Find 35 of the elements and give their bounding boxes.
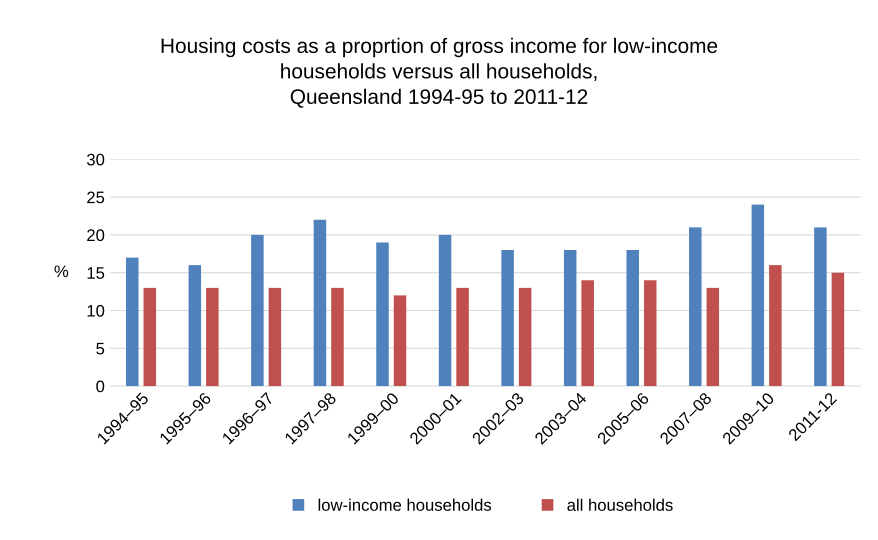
y-tick-label: 20 (87, 229, 104, 242)
bar (394, 295, 406, 386)
bar (752, 204, 764, 386)
y-tick-label: 10 (88, 304, 104, 317)
y-tick-label: 30 (86, 154, 104, 166)
y-tick-label: 0 (96, 380, 104, 392)
bar (251, 234, 264, 386)
bar (456, 288, 469, 386)
bar (564, 250, 576, 386)
bar (626, 250, 639, 386)
bar (376, 242, 389, 386)
chart-title: Housing costs as a proprtion of gross income for low-income households versus all households, Queensland 1994-95 to 2011-12 (162, 38, 718, 108)
bar (706, 288, 720, 386)
bar (206, 288, 219, 386)
bar (769, 265, 782, 386)
bar (331, 288, 344, 386)
bar (832, 272, 844, 386)
bar (689, 227, 702, 386)
y-tick-label: 25 (87, 192, 104, 204)
bar (144, 288, 156, 386)
bar (268, 288, 282, 386)
bar (501, 250, 514, 386)
legend-label: low-income households (318, 498, 492, 511)
bar (814, 227, 827, 386)
bar (126, 258, 139, 386)
y-axis-title: % (54, 265, 68, 278)
y-tick-label: 15 (88, 267, 104, 279)
bar (581, 280, 594, 386)
bar (188, 265, 202, 386)
bar (518, 288, 532, 386)
bar (644, 280, 657, 386)
bar (314, 220, 326, 386)
legend-label: all households (567, 498, 673, 511)
y-tick-label: 5 (96, 342, 104, 355)
bar (438, 234, 452, 386)
